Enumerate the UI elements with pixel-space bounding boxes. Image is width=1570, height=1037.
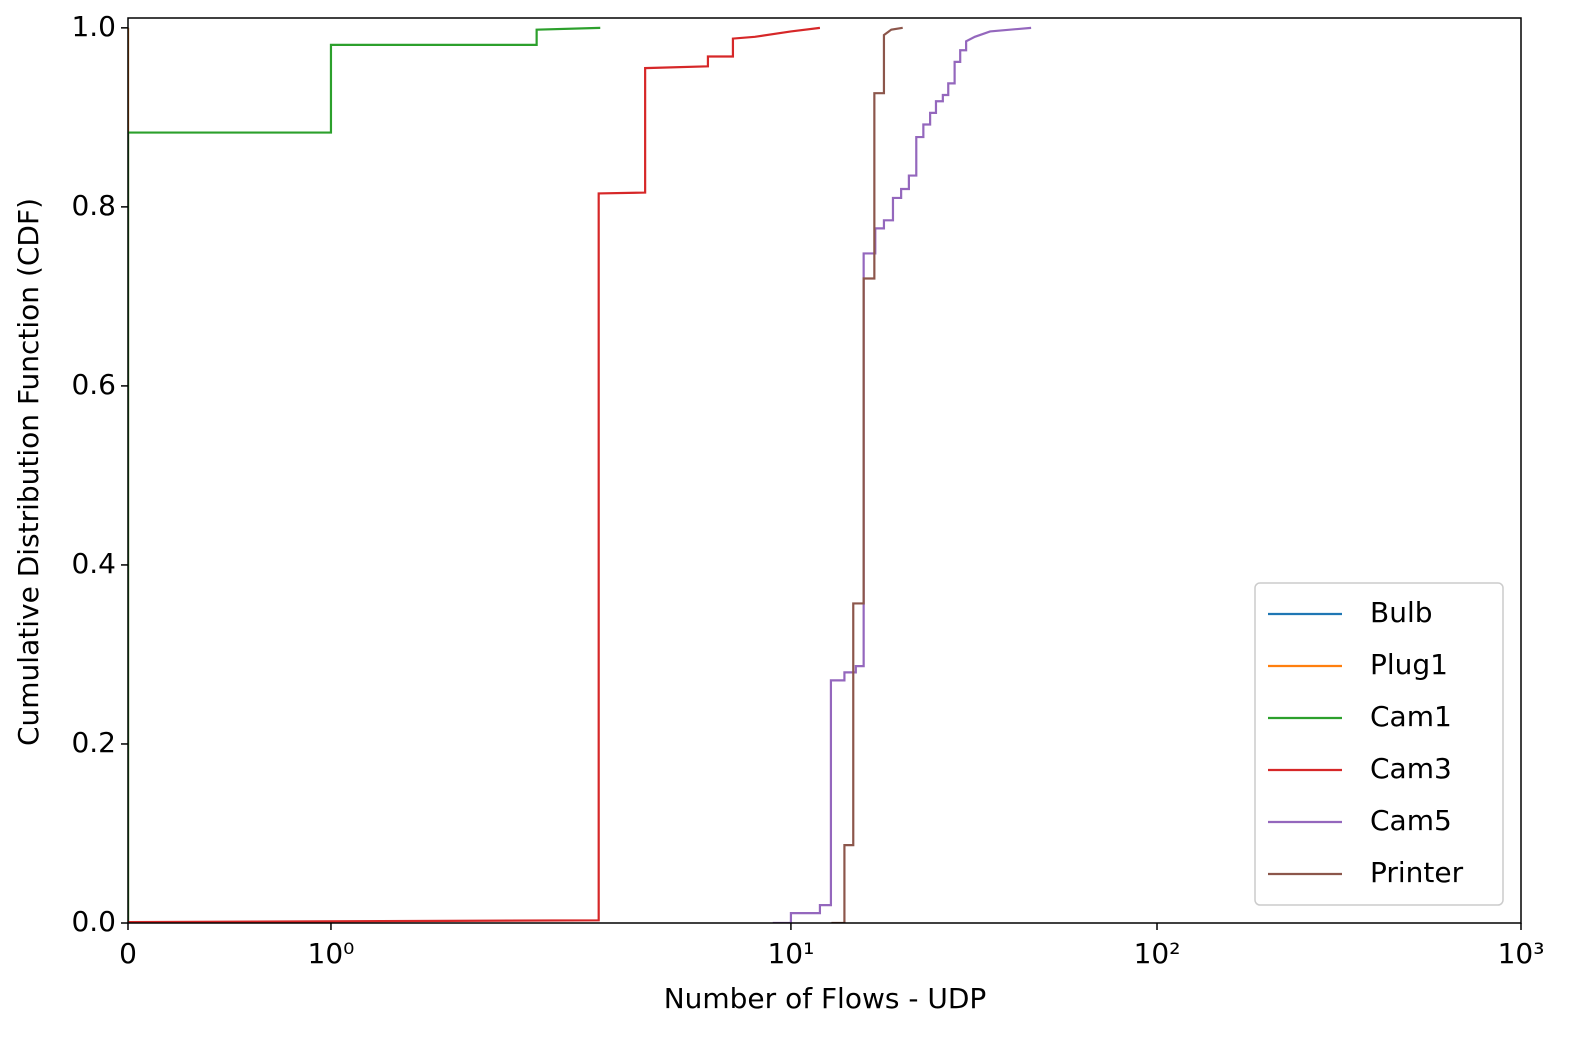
y-tick-label: 0.6 <box>71 368 116 401</box>
y-tick-label: 0.2 <box>71 726 116 759</box>
legend-label: Cam1 <box>1370 700 1452 733</box>
y-axis-label: Cumulative Distribution Function (CDF) <box>12 198 45 746</box>
legend-label: Plug1 <box>1370 648 1448 681</box>
y-tick-label: 0.4 <box>71 547 116 580</box>
cdf-line <box>831 26 903 923</box>
plot-frame <box>127 17 1522 924</box>
legend-label: Cam5 <box>1370 804 1452 837</box>
y-tick-label: 0.0 <box>71 905 116 938</box>
x-tick-label: 10³ <box>1498 937 1545 970</box>
x-tick-label: 10¹ <box>767 937 814 970</box>
cdf-line <box>772 26 1032 923</box>
legend-label: Cam3 <box>1370 752 1452 785</box>
cdf-line <box>128 26 601 923</box>
legend-label: Printer <box>1370 856 1464 889</box>
legend-box <box>1254 582 1504 906</box>
x-tick-label: 10² <box>1134 937 1181 970</box>
y-tick-label: 1.0 <box>71 10 116 43</box>
legend-label: Bulb <box>1370 596 1433 629</box>
x-tick-label: 0 <box>119 937 137 970</box>
cdf-line <box>128 26 821 923</box>
x-tick-label: 10⁰ <box>308 937 355 970</box>
y-tick-label: 0.8 <box>71 189 116 222</box>
x-axis-label: Number of Flows - UDP <box>664 982 987 1015</box>
